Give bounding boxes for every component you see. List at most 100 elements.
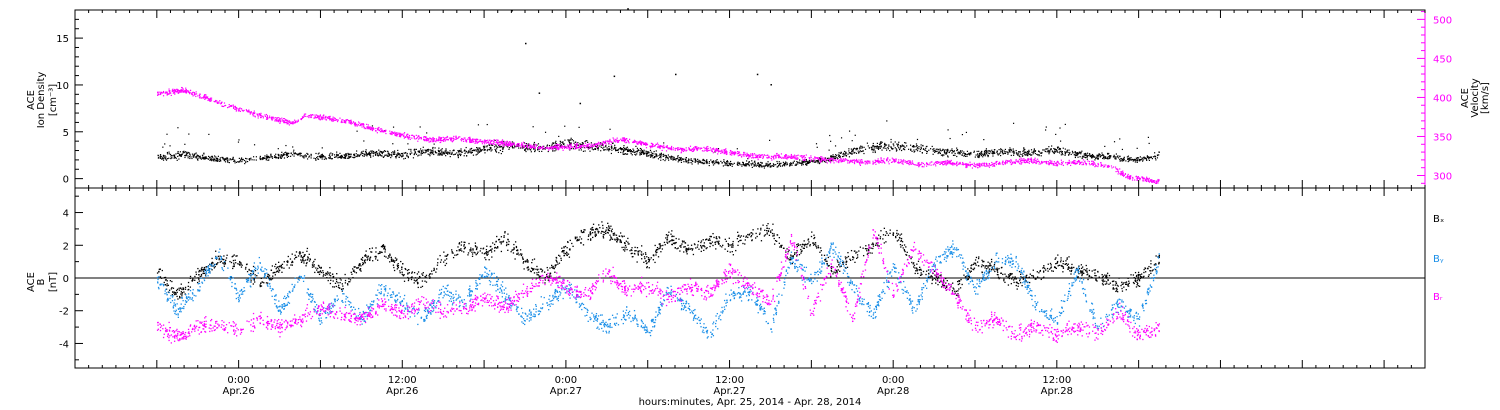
density-point — [483, 148, 486, 151]
density-point — [379, 153, 381, 156]
density-point — [851, 149, 853, 152]
density-point — [219, 157, 222, 159]
velocity-point — [199, 96, 201, 98]
velocity-point — [779, 156, 781, 158]
density-point — [161, 158, 163, 160]
density-point — [1064, 154, 1066, 156]
velocity-point — [775, 153, 778, 155]
density-point — [877, 148, 880, 150]
velocity-point — [1137, 177, 1139, 179]
velocity-point — [328, 118, 331, 120]
density-point — [651, 155, 654, 157]
velocity-point — [171, 89, 174, 91]
density-point — [806, 163, 808, 165]
density-point — [299, 153, 301, 155]
density-point — [1150, 156, 1152, 159]
density-point — [368, 153, 370, 155]
density-point — [381, 151, 383, 153]
density-point — [183, 150, 185, 152]
density-point — [1032, 151, 1034, 153]
velocity-point — [1132, 176, 1134, 179]
velocity-point — [532, 144, 535, 146]
velocity-point — [354, 122, 356, 124]
density-point — [420, 152, 422, 155]
velocity-point — [1080, 162, 1082, 164]
density-point — [1025, 151, 1027, 154]
density-point — [453, 149, 455, 151]
velocity-point — [283, 120, 285, 122]
velocity-point — [185, 87, 187, 89]
density-point — [715, 160, 717, 162]
velocity-point — [901, 162, 903, 165]
density-point — [826, 159, 828, 161]
velocity-point — [1148, 177, 1150, 179]
velocity-point — [977, 166, 979, 169]
density-point — [518, 147, 520, 149]
velocity-point — [348, 121, 350, 123]
density-point — [796, 161, 799, 163]
velocity-point — [433, 138, 435, 140]
density-point — [157, 154, 159, 156]
velocity-point — [444, 137, 446, 139]
velocity-point — [394, 131, 396, 133]
velocity-point — [481, 143, 484, 145]
density-point — [1042, 149, 1044, 151]
density-point — [172, 155, 174, 157]
velocity-point — [800, 155, 802, 157]
density-point — [883, 143, 886, 146]
density-point — [1013, 150, 1015, 152]
density-point — [491, 144, 493, 146]
density-point — [183, 151, 185, 154]
density-point — [1049, 149, 1051, 152]
velocity-point — [847, 160, 849, 162]
density-point — [445, 151, 447, 153]
density-point — [587, 141, 589, 143]
density-point — [968, 153, 970, 155]
density-point — [490, 147, 492, 149]
density-point — [940, 150, 942, 152]
velocity-point — [1078, 161, 1080, 163]
density-point — [913, 151, 915, 153]
velocity-point — [1092, 164, 1094, 166]
velocity-point — [409, 137, 411, 139]
density-point — [348, 155, 350, 157]
density-point — [954, 154, 956, 156]
density-point — [883, 147, 885, 149]
density-point — [987, 150, 989, 152]
velocity-point — [499, 141, 502, 143]
density-point — [281, 154, 283, 157]
density-point — [1005, 151, 1007, 153]
velocity-point — [645, 142, 647, 144]
density-point — [1112, 156, 1115, 158]
velocity-point — [544, 147, 546, 149]
density-point — [350, 156, 352, 158]
velocity-point — [494, 143, 496, 146]
density-point — [344, 155, 346, 157]
velocity-point — [1091, 163, 1093, 165]
density-point — [665, 156, 667, 158]
velocity-point — [1149, 179, 1151, 181]
density-point — [537, 143, 540, 145]
density-point — [384, 154, 386, 156]
velocity-point — [701, 150, 704, 152]
density-point — [400, 152, 403, 155]
density-point — [397, 152, 399, 154]
density-point — [636, 150, 638, 152]
velocity-point — [748, 156, 750, 158]
density-point — [177, 152, 180, 154]
velocity-point — [464, 137, 466, 139]
density-point — [934, 150, 937, 152]
density-point — [647, 152, 649, 154]
density-point — [274, 155, 276, 157]
density-point — [430, 153, 432, 155]
density-point — [437, 149, 439, 152]
density-point — [1051, 150, 1053, 152]
density-point — [270, 156, 272, 158]
density-point — [956, 155, 958, 158]
density-point — [807, 161, 810, 163]
velocity-point — [375, 127, 377, 130]
density-point — [162, 155, 165, 157]
velocity-point — [657, 144, 659, 146]
density-point — [1055, 133, 1057, 136]
velocity-point — [680, 148, 682, 150]
